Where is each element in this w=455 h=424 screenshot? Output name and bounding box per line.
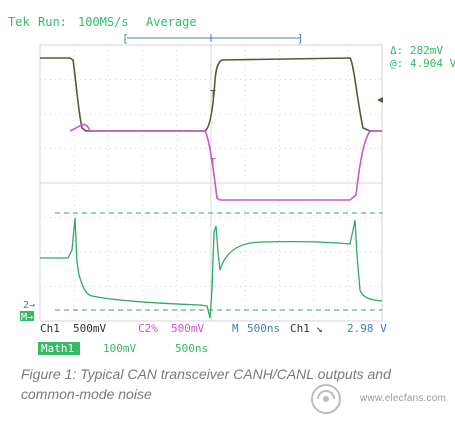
sample-rate: 100MS/s <box>78 15 129 29</box>
figure-caption: Figure 1: Typical CAN transceiver CANH/C… <box>21 366 391 402</box>
waveforms <box>40 57 383 319</box>
run-label: Run: <box>38 15 67 29</box>
ch1-label: Ch1 <box>40 322 60 335</box>
ch1-trigger-marker: T <box>210 89 216 100</box>
svg-text:]: ] <box>297 32 304 45</box>
ch1-trace <box>40 57 382 132</box>
math-label: Math1 <box>41 342 74 355</box>
trigger-slope-icon: ↘ <box>316 322 323 335</box>
ch2-label: C2% <box>138 322 158 335</box>
math-label-bg <box>38 342 80 355</box>
acquisition-mode: Average <box>146 15 197 29</box>
graticule <box>39 44 383 322</box>
record-position-bar: [ ] <box>122 32 304 45</box>
ch2-trace <box>69 123 382 201</box>
watermark: www.elecfans.com <box>302 383 452 415</box>
ch2-trigger-marker: T <box>210 157 216 168</box>
svg-text:[: [ <box>122 32 129 45</box>
math-ground-marker: M→ <box>21 312 33 323</box>
trigger-source: Ch1 <box>290 322 310 335</box>
status-row-math: Math1 100mV 500ns <box>38 342 208 355</box>
math-trace <box>40 217 383 319</box>
math-scale: 100mV <box>103 342 136 355</box>
math-marker-bg <box>20 311 34 321</box>
watermark-text: www.elecfans.com <box>360 393 447 404</box>
elecfans-logo-icon <box>311 384 341 414</box>
ch1-scale: 500mV <box>73 322 106 335</box>
cursor-delta-readout: Δ: 282mV <box>390 44 443 57</box>
ch2-scale: 500mV <box>171 322 204 335</box>
brand-label: Tek <box>8 15 30 29</box>
trigger-level-arrow-icon <box>377 97 383 103</box>
trigger-level: 2.98 V <box>347 322 387 335</box>
ch2-ground-marker: 2→ <box>23 300 35 311</box>
timebase-m: M <box>232 322 239 335</box>
cursor-at-readout: @: 4.904 V <box>390 57 455 70</box>
status-row-channels: Ch1 500mV C2% 500mV M 500ns Ch1 ↘ 2.98 V <box>40 322 387 335</box>
math-time: 500ns <box>175 342 208 355</box>
timebase: 500ns <box>247 322 280 335</box>
